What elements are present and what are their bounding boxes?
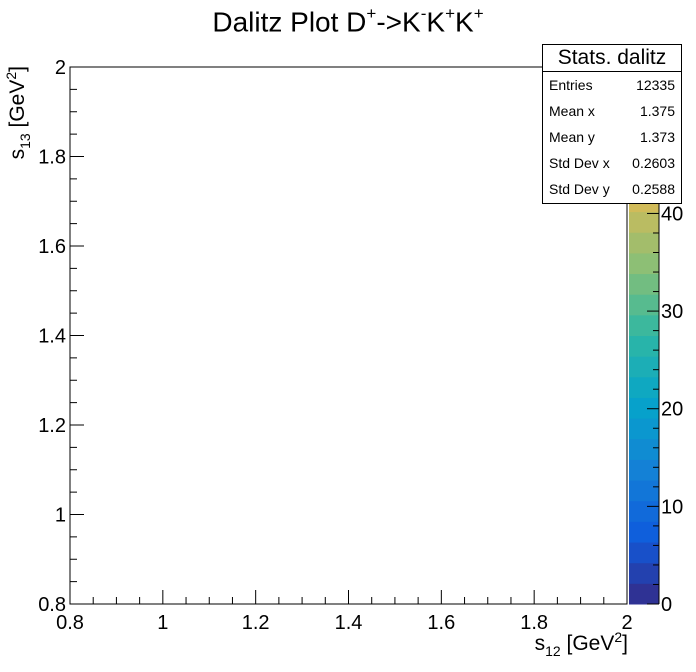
y-tick-label: 1.4 [38,326,66,348]
stats-value: 1.375 [639,103,675,119]
color-scale-step [629,542,659,564]
z-tick-label: 30 [661,301,683,323]
stats-row-mean-y: Mean y 1.373 [543,124,681,150]
color-scale-step [629,252,659,275]
color-scale-step [629,376,659,398]
y-tick-label: 0.8 [38,594,66,616]
x-axis-title: s12 [GeV2] [535,629,628,659]
chart-title: Dalitz Plot D+->K-K+K+ [212,4,484,38]
stats-value: 0.2603 [632,155,675,171]
stats-label: Entries [549,77,593,93]
color-scale-step [629,356,659,378]
plot-frame-background [70,67,627,604]
x-tick-label: 0.8 [56,612,84,634]
color-scale-step [629,521,659,543]
color-scale-step [629,314,659,336]
color-scale-step [629,500,659,522]
color-scale-step [629,562,659,584]
stats-value: 0.2588 [632,181,675,197]
y-tick-label: 1.6 [38,236,66,258]
x-tick-label: 1.2 [242,612,270,634]
color-scale-step [629,335,659,357]
stats-title: Stats. dalitz [543,45,681,72]
z-tick-label: 40 [661,203,683,225]
stats-box: Stats. dalitz Entries 12335 Mean x 1.375 M… [542,44,682,204]
color-scale-step [629,273,659,295]
x-tick-label: 1.6 [427,612,455,634]
color-scale-step [629,294,659,316]
color-scale-step [629,438,659,460]
x-tick-label: 1.4 [335,612,363,634]
color-scale-step [629,583,659,605]
z-tick-label: 10 [661,496,683,518]
stats-row-entries: Entries 12335 [543,72,681,98]
stats-label: Mean x [549,103,595,119]
color-scale-step [629,397,659,419]
stats-value: 1.373 [639,129,675,145]
color-scale-step [629,232,659,254]
color-scale-step [629,211,659,233]
x-tick-label: 1.8 [520,612,548,634]
x-axis: 0.8 1 1.2 1.4 1.6 1.8 2 [56,590,633,634]
y-axis-title: s13 [GeV2] [3,66,33,159]
stats-row-std-y: Std Dev y 0.2588 [543,176,681,202]
color-scale-step [629,418,659,440]
y-axis: 0.8 1 1.2 1.4 1.6 1.8 2 [38,57,84,616]
stats-label: Std Dev x [549,155,610,171]
stats-row-std-x: Std Dev x 0.2603 [543,150,681,176]
stats-label: Std Dev y [549,181,610,197]
x-tick-label: 1 [157,612,168,634]
y-tick-label: 1.2 [38,415,66,437]
stats-label: Mean y [549,129,595,145]
z-tick-label: 0 [661,594,672,616]
z-tick-label: 20 [661,399,683,421]
color-scale-step [629,459,659,481]
y-tick-label: 2 [55,57,66,79]
stats-row-mean-x: Mean x 1.375 [543,98,681,124]
y-tick-label: 1 [55,505,66,527]
y-tick-label: 1.8 [38,147,66,169]
x-tick-label: 2 [621,612,632,634]
color-scale-step [629,480,659,502]
stats-value: 12335 [636,77,675,93]
